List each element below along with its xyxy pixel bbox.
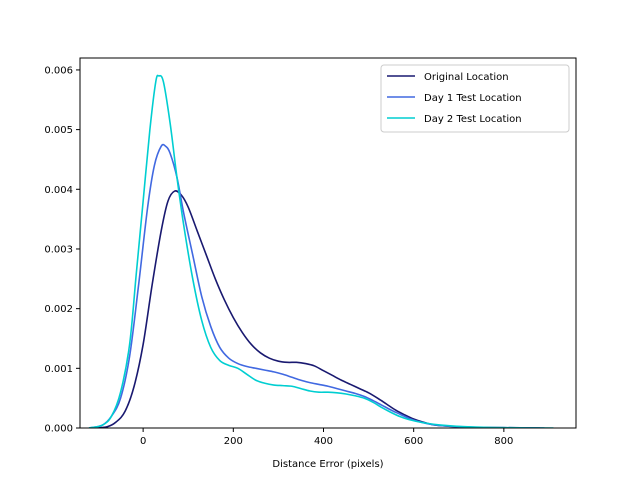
x-tick-label: 0	[140, 436, 146, 447]
y-tick-label: 0.001	[44, 364, 73, 375]
x-tick-label: 400	[314, 436, 333, 447]
y-tick-label: 0.006	[44, 65, 73, 76]
x-tick-label: 200	[224, 436, 243, 447]
series-line-2	[88, 143, 545, 428]
x-axis: 0 200 400 600 800	[140, 428, 513, 447]
legend-box	[380, 64, 570, 133]
series-line-1	[93, 190, 540, 428]
plot-lines	[88, 74, 554, 428]
y-tick-label: 0.004	[44, 185, 73, 196]
x-tick-label: 600	[404, 436, 423, 447]
series-line-3	[88, 74, 554, 428]
plot-frame	[79, 57, 577, 429]
y-tick-label: 0.003	[44, 244, 73, 255]
x-tick-label: 800	[494, 436, 513, 447]
legend-label-1: Original Location	[424, 72, 509, 83]
legend-label-3: Day 2 Test Location	[424, 114, 522, 125]
y-tick-label: 0.005	[44, 125, 73, 136]
y-tick-label: 0.002	[44, 304, 73, 315]
y-tick-label: 0.000	[44, 424, 73, 435]
x-axis-label: Distance Error (pixels)	[272, 459, 383, 470]
legend-label-2: Day 1 Test Location	[424, 93, 522, 104]
legend: Original Location Day 1 Test Location Day …	[380, 64, 570, 133]
y-axis: 0.000 0.001 0.002 0.003 0.004 0.005 0.006	[44, 65, 80, 435]
